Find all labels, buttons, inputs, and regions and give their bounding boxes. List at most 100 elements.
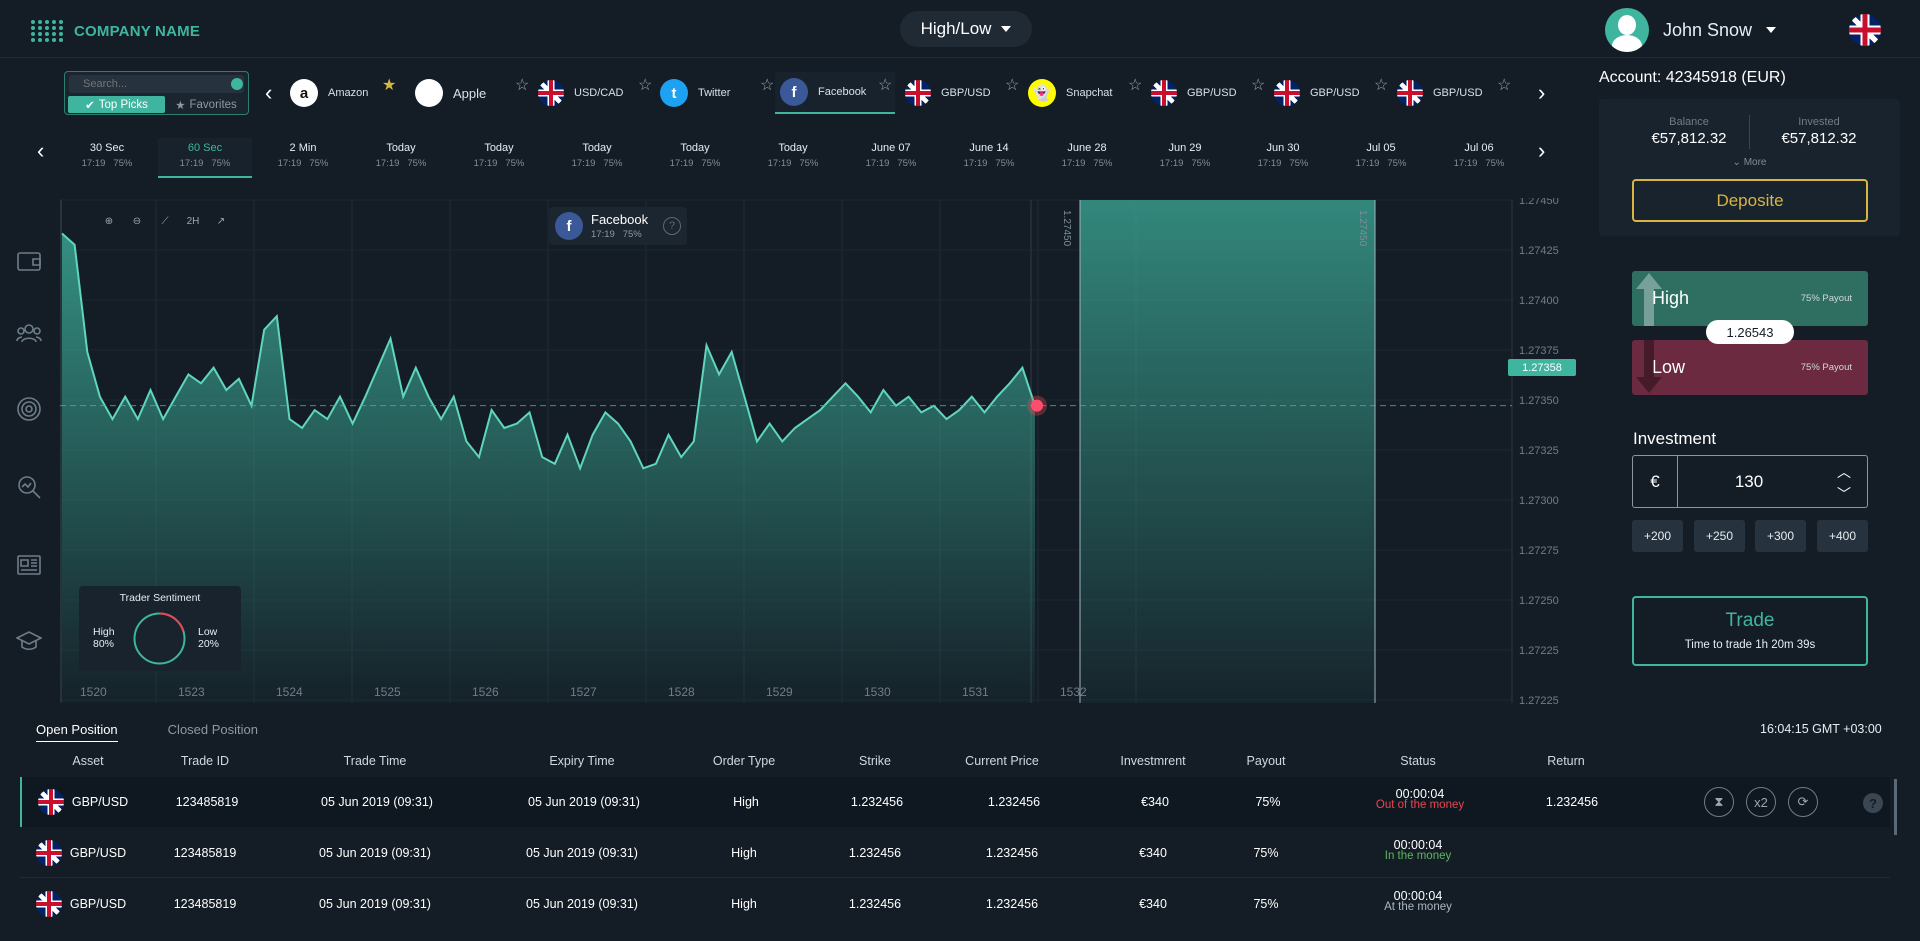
more-toggle[interactable]: ⌄ More [1599, 157, 1900, 168]
y-tick-label: 1.27375 [1519, 345, 1559, 357]
analysis-search-icon[interactable] [16, 474, 42, 499]
chevron-up-icon[interactable]: ︿ [1837, 464, 1851, 480]
company-logo[interactable]: COMPANY NAME [30, 14, 200, 48]
indicators-icon[interactable]: ↗ [216, 215, 226, 227]
y-tick-label: 1.27300 [1519, 495, 1559, 507]
search-input[interactable] [69, 75, 244, 93]
x-tick-label: 1532 [1060, 685, 1087, 699]
quick-amount-button[interactable]: +250 [1694, 520, 1745, 552]
education-icon[interactable] [15, 628, 43, 651]
star-icon[interactable]: ☆ [1005, 77, 1020, 94]
expiry-item[interactable]: Jun 30 17:19 75% [1236, 138, 1330, 178]
expiry-item[interactable]: Today 17:19 75% [648, 138, 742, 178]
close-early-icon[interactable]: ⧗ [1704, 787, 1734, 817]
star-icon[interactable]: ☆ [1251, 77, 1266, 94]
asset-gbp-usd[interactable]: GBP/USD ☆ [1151, 72, 1265, 114]
asset-amazon[interactable]: a Amazon ★ [290, 72, 396, 114]
high-button[interactable]: High 75% Payout [1632, 271, 1868, 326]
help-icon[interactable]: ? [663, 217, 681, 235]
expiry-item[interactable]: Today 17:19 75% [354, 138, 448, 178]
deposit-button[interactable]: Deposite [1632, 179, 1868, 222]
expiry-time: 17:19 [865, 158, 890, 169]
expiry-next-chevron-icon[interactable]: › [1538, 138, 1546, 163]
low-button[interactable]: Low 75% Payout [1632, 340, 1868, 395]
language-uk-flag-icon[interactable] [1849, 14, 1881, 46]
sentiment-low-label: Low [198, 626, 218, 638]
expiry-sub: 17:19 75% [1334, 158, 1428, 169]
trade-mode-dropdown[interactable]: High/Low [900, 11, 1032, 47]
tab-top-picks[interactable]: ✔ Top Picks [68, 96, 165, 113]
asset-label: Amazon [328, 87, 369, 99]
quick-amount-button[interactable]: +200 [1632, 520, 1683, 552]
expiry-payout: 75% [407, 158, 427, 169]
star-icon[interactable]: ☆ [1128, 77, 1143, 94]
cell-current-price: 1.232456 [987, 795, 1041, 809]
expiry-sub: 17:19 75% [60, 158, 154, 169]
investment-amount[interactable]: 130 [1734, 471, 1764, 491]
asset-label: GBP/USD [1433, 87, 1483, 99]
favorite-star-icon[interactable]: ★ [382, 77, 397, 94]
expiry-item[interactable]: June 14 17:19 75% [942, 138, 1036, 178]
expiry-item[interactable]: 30 Sec 17:19 75% [60, 138, 154, 178]
asset-facebook[interactable]: f Facebook ☆ [775, 72, 895, 114]
star-icon[interactable]: ☆ [760, 77, 775, 94]
star-icon[interactable]: ☆ [638, 77, 653, 94]
asset-twitter[interactable]: t Twitter ☆ [660, 72, 774, 114]
quick-amount-button[interactable]: +300 [1755, 520, 1806, 552]
expiry-item[interactable]: Jul 06 17:19 75% [1432, 138, 1526, 178]
quick-amount-button[interactable]: +400 [1817, 520, 1868, 552]
assets-next-chevron-icon[interactable]: › [1538, 80, 1546, 105]
expiry-item[interactable]: June 28 17:19 75% [1040, 138, 1134, 178]
table-row[interactable]: GBP/USD 123485819 05 Jun 2019 (09:31) 05… [20, 777, 1890, 827]
table-scrollbar[interactable] [1894, 779, 1897, 835]
target-icon[interactable] [16, 396, 42, 421]
star-icon[interactable]: ☆ [1374, 77, 1389, 94]
user-menu[interactable]: John Snow [1605, 8, 1777, 52]
expiry-item[interactable]: Today 17:19 75% [746, 138, 840, 178]
timeframe-button[interactable]: 2H [186, 215, 200, 227]
star-icon[interactable]: ☆ [1497, 77, 1512, 94]
table-row[interactable]: GBP/USD 123485819 05 Jun 2019 (09:31) 05… [20, 828, 1890, 878]
wallet-icon[interactable] [16, 248, 42, 271]
tab-closed-position[interactable]: Closed Position [167, 722, 258, 737]
cell-asset: GBP/USD [69, 846, 127, 860]
asset-apple[interactable]: Apple ☆ [415, 72, 529, 114]
zoom-in-icon[interactable]: ⊕ [104, 215, 114, 227]
column-header: Payout [1246, 754, 1286, 768]
asset-gbp-usd[interactable]: GBP/USD ☆ [1397, 72, 1511, 114]
trade-button[interactable]: Trade Time to trade 1h 20m 39s [1632, 596, 1868, 666]
zoom-out-icon[interactable]: ⊖ [132, 215, 142, 227]
table-row[interactable]: GBP/USD 123485819 05 Jun 2019 (09:31) 05… [20, 879, 1890, 929]
asset-gbp-usd[interactable]: GBP/USD ☆ [1274, 72, 1388, 114]
chart-type-icon[interactable]: ⟋ [161, 215, 169, 227]
y-tick-label: 1.27450 [1519, 198, 1559, 207]
chevron-down-icon[interactable]: ﹀ [1837, 486, 1851, 502]
expiry-item[interactable]: Today 17:19 75% [452, 138, 546, 178]
column-header: Asset [72, 754, 104, 768]
cell-asset: GBP/USD [71, 795, 129, 809]
help-icon[interactable]: ? [1863, 793, 1883, 813]
rollover-icon[interactable]: ⟳ [1788, 787, 1818, 817]
expiry-item[interactable]: Today 17:19 75% [550, 138, 644, 178]
x-tick-label: 1528 [668, 685, 695, 699]
investment-field[interactable]: € 130 ︿ ﹀ [1632, 455, 1868, 508]
expiry-item[interactable]: Jul 05 17:19 75% [1334, 138, 1428, 178]
tab-favorites[interactable]: ★ Favorites [166, 96, 246, 113]
star-icon[interactable]: ☆ [515, 77, 530, 94]
expiry-item[interactable]: 2 Min 17:19 75% [256, 138, 350, 178]
news-icon[interactable] [16, 552, 42, 575]
expiry-prev-chevron-icon[interactable]: ‹ [37, 138, 45, 163]
asset-usd-cad[interactable]: USD/CAD ☆ [538, 72, 652, 114]
community-icon[interactable] [16, 320, 42, 343]
asset-gbp-usd[interactable]: GBP/USD ☆ [905, 72, 1019, 114]
expiry-item[interactable]: Jun 29 17:19 75% [1138, 138, 1232, 178]
assets-prev-chevron-icon[interactable]: ‹ [265, 80, 273, 105]
double-up-button[interactable]: x2 [1746, 787, 1776, 817]
asset-snapchat[interactable]: 👻 Snapchat ☆ [1028, 72, 1142, 114]
price-chart[interactable]: 1.27450 1.27450 1.27450 1.27425 1.27400 1.273… [60, 198, 1580, 708]
star-icon[interactable]: ☆ [878, 77, 893, 94]
expiry-item-active[interactable]: 60 Sec 17:19 75% [158, 138, 252, 178]
tab-open-position[interactable]: Open Position [36, 722, 118, 742]
expiry-item[interactable]: June 07 17:19 75% [844, 138, 938, 178]
search-icon[interactable] [231, 78, 243, 90]
